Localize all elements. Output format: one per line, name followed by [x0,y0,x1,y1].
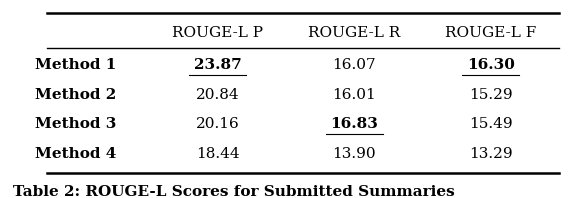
Text: 16.30: 16.30 [467,58,514,72]
Text: ROUGE-L F: ROUGE-L F [445,26,536,40]
Text: 13.90: 13.90 [332,147,376,161]
Text: 20.16: 20.16 [196,117,240,131]
Text: 15.29: 15.29 [469,88,513,102]
Text: 16.01: 16.01 [332,88,376,102]
Text: Method 2: Method 2 [35,88,116,102]
Text: 18.44: 18.44 [196,147,240,161]
Text: 23.87: 23.87 [194,58,241,72]
Text: 15.49: 15.49 [469,117,513,131]
Text: 13.29: 13.29 [469,147,513,161]
Text: Table 2: ROUGE-L Scores for Submitted Summaries: Table 2: ROUGE-L Scores for Submitted Su… [13,185,454,198]
Text: ROUGE-L R: ROUGE-L R [308,26,400,40]
Text: 16.07: 16.07 [332,58,376,72]
Text: ROUGE-L P: ROUGE-L P [172,26,263,40]
Text: 16.83: 16.83 [330,117,378,131]
Text: 20.84: 20.84 [196,88,240,102]
Text: Method 4: Method 4 [35,147,116,161]
Text: Method 1: Method 1 [35,58,116,72]
Text: Method 3: Method 3 [35,117,116,131]
